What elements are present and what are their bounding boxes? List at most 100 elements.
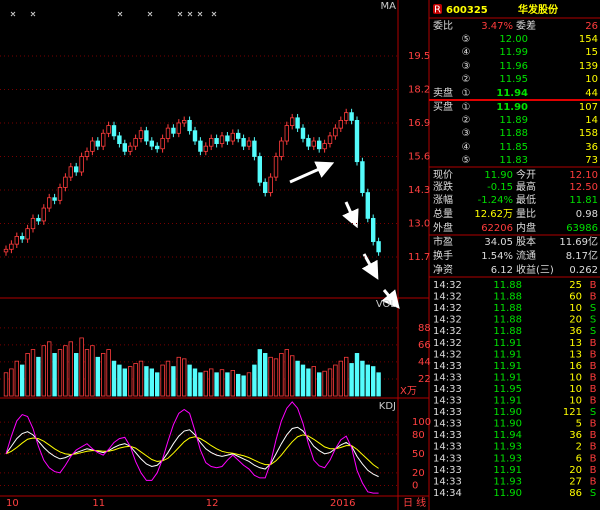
annotation-arrows [289, 161, 400, 309]
trade-price: 11.90 [493, 407, 522, 418]
x-tick-label: 2016 [330, 498, 355, 509]
volume-bar [165, 360, 171, 397]
stat-label: 总量 [433, 207, 453, 220]
stat-label: 内盘 [516, 221, 536, 234]
trade-side: S [590, 407, 596, 418]
volume-bar [203, 370, 208, 397]
order-price: 11.95 [499, 74, 528, 85]
volume-bar [74, 353, 79, 397]
volume-bar [230, 370, 235, 397]
trade-price: 11.91 [493, 361, 522, 372]
stat-value: 0.262 [569, 265, 598, 276]
badge: R [434, 5, 441, 16]
volume-bar [370, 366, 376, 397]
stat-value: 6.12 [491, 265, 513, 276]
candle-body [300, 127, 306, 139]
volume-bar [41, 345, 46, 397]
volume-bar [208, 368, 214, 397]
candle-body [192, 130, 198, 142]
stat-value: -1.24% [478, 195, 513, 206]
panel-label: MA [381, 1, 397, 12]
stat-label: 现价 [433, 169, 453, 181]
trade-side: S [590, 303, 596, 314]
candle-body [106, 125, 111, 134]
candle-body [95, 140, 100, 147]
volume-bar [198, 372, 203, 397]
candle-body [284, 125, 289, 142]
candle-body [122, 143, 127, 152]
stat-label: 今开 [516, 168, 536, 181]
level: ② [462, 74, 471, 85]
stat-label: 股本 [516, 235, 536, 248]
candle-body [273, 156, 279, 178]
trade-time: 14:32 [433, 338, 462, 349]
trade-volume: 5 [576, 419, 582, 430]
y-tick-label: 80 [412, 430, 425, 441]
trade-volume: 36 [569, 430, 582, 441]
stat-value: 62206 [481, 223, 513, 234]
quote-text: 3.47% [481, 21, 513, 32]
trade-side: B [590, 396, 597, 407]
candle-body [3, 248, 9, 253]
order-volume: 154 [579, 34, 598, 45]
trade-price: 11.88 [493, 280, 522, 291]
volume-bar [106, 349, 111, 397]
unit-label: X万 [400, 386, 417, 397]
candle-body [262, 181, 268, 193]
candle-body [149, 140, 154, 147]
y-tick-label: 50 [412, 449, 425, 460]
order-price: 11.90 [496, 102, 528, 113]
volume-bar [9, 368, 14, 397]
volume-bar [160, 364, 165, 397]
trade-time: 14:32 [433, 326, 462, 337]
volume-bar [284, 349, 289, 397]
volume-bar [25, 353, 30, 397]
y-tick-label: 18.2 [408, 84, 430, 95]
trade-volume: 13 [569, 349, 582, 360]
trade-time: 14:33 [433, 384, 462, 395]
order-volume: 139 [579, 61, 598, 72]
candle-body [9, 243, 14, 250]
badge-box [433, 4, 442, 14]
candle-body [25, 228, 30, 240]
volume-bar [47, 341, 52, 397]
volume-bar [154, 372, 160, 397]
trade-price: 11.91 [493, 396, 522, 407]
candle-body [111, 125, 117, 137]
volume-bar [95, 356, 100, 397]
trade-volume: 20 [569, 315, 582, 326]
level: ② [462, 115, 471, 126]
volume-bar [127, 366, 133, 397]
trade-time: 14:32 [433, 349, 462, 360]
candle-body [187, 119, 192, 132]
trade-volume: 25 [569, 280, 582, 291]
volume-bar [268, 356, 273, 397]
trade-side: S [590, 488, 596, 499]
trade-side: B [590, 419, 597, 430]
y-tick-label: 16.9 [408, 118, 430, 129]
stat-label: 外盘 [433, 221, 453, 234]
candle-body [343, 112, 349, 121]
stat-label: 市盈 [433, 235, 453, 248]
trade-volume: 121 [563, 407, 582, 418]
trade-side: B [590, 384, 597, 395]
stat-label: 净资 [433, 263, 453, 276]
stat-value: 63986 [566, 223, 598, 234]
candle-body [203, 145, 208, 152]
volume-bar [300, 364, 306, 397]
volume-bar [316, 372, 322, 397]
volume-bar [214, 372, 219, 397]
volume-bar [289, 355, 295, 397]
trade-side: B [590, 361, 597, 372]
order-price: 11.89 [499, 115, 528, 126]
trade-price: 11.88 [493, 326, 522, 337]
trade-volume: 10 [569, 372, 582, 383]
trade-time: 14:32 [433, 315, 462, 326]
trade-price: 11.88 [493, 303, 522, 314]
stock-code: 600325 [446, 5, 488, 16]
candle-body [225, 135, 230, 142]
trade-side: B [590, 338, 597, 349]
candle-body [74, 166, 79, 173]
volume-bar [365, 364, 370, 397]
volume-bar [52, 353, 57, 397]
